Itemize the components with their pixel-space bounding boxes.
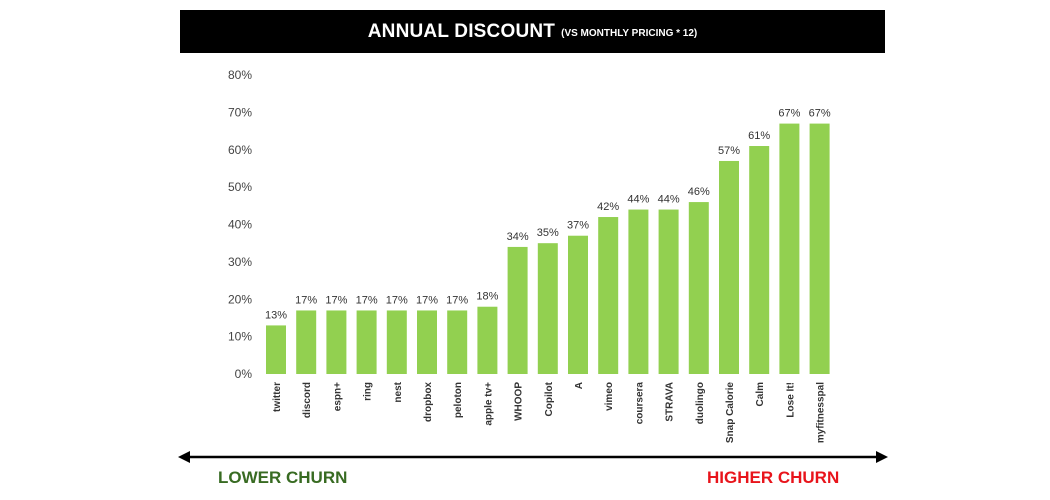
lower-churn-label: LOWER CHURN — [218, 468, 348, 487]
bar — [477, 306, 498, 374]
y-tick-label: 10% — [228, 330, 252, 344]
chart-title-bar: ANNUAL DISCOUNT (VS MONTHLY PRICING * 12… — [180, 10, 885, 53]
y-tick-label: 60% — [228, 143, 252, 157]
category-label: vimeo — [604, 382, 615, 411]
bar — [779, 123, 800, 375]
y-tick-label: 50% — [228, 180, 252, 194]
category-label: espn+ — [332, 382, 343, 411]
arrow-right-head — [876, 451, 888, 463]
bar-value-label: 17% — [446, 294, 468, 306]
bar — [719, 160, 739, 374]
bar-value-label: 44% — [627, 194, 649, 206]
bar — [447, 310, 468, 374]
bar-value-label: 13% — [265, 309, 287, 321]
bar-value-label: 37% — [567, 220, 589, 232]
bar — [598, 217, 619, 374]
bar — [749, 146, 770, 374]
bar-value-label: 34% — [507, 231, 529, 243]
chart-subtitle: (VS MONTHLY PRICING * 12) — [561, 28, 698, 39]
category-label: apple tv+ — [483, 382, 494, 426]
category-label: dropbox — [423, 382, 434, 422]
category-label: Copilot — [544, 381, 555, 416]
category-label: twitter — [272, 382, 283, 412]
chart-title: ANNUAL DISCOUNT — [367, 20, 556, 42]
bar-value-label: 17% — [386, 294, 408, 306]
churn-axis-arrow — [178, 451, 888, 463]
bar-chart: 0% 10% 20% 30% 40% 50% 60% 70% 80% 13% twitter 17% d… — [228, 68, 831, 444]
bar-value-label: 17% — [325, 294, 347, 306]
bar-value-label: 61% — [748, 130, 770, 142]
bar — [356, 310, 377, 374]
bar-value-label: 67% — [809, 108, 831, 120]
bar — [507, 246, 528, 374]
category-label: ring — [363, 382, 374, 401]
category-label: duolingo — [695, 382, 706, 424]
bar — [326, 310, 347, 374]
bar-value-label: 17% — [295, 294, 317, 306]
category-label: Calm — [755, 382, 766, 407]
category-label: Snap Calorie — [725, 382, 736, 444]
y-tick-label: 0% — [235, 367, 253, 381]
category-label: nest — [393, 381, 404, 402]
category-label: STRAVA — [665, 382, 676, 422]
bar-value-label: 44% — [658, 194, 680, 206]
bar — [417, 310, 437, 374]
higher-churn-label: HIGHER CHURN — [707, 468, 840, 487]
y-tick-label: 40% — [228, 218, 252, 232]
category-label: A — [574, 382, 585, 389]
bar — [296, 310, 317, 374]
bar — [658, 209, 679, 374]
bar — [628, 209, 649, 374]
bar — [386, 310, 407, 374]
bar — [688, 202, 709, 374]
y-tick-label: 30% — [228, 255, 252, 269]
bar-value-label: 35% — [537, 227, 559, 239]
bar-value-label: 42% — [597, 201, 619, 213]
bar-value-label: 17% — [416, 294, 438, 306]
bar — [809, 123, 830, 375]
y-tick-label: 80% — [228, 68, 252, 82]
y-tick-label: 70% — [228, 105, 252, 119]
category-label: Lose It! — [785, 382, 796, 418]
category-label: coursera — [634, 382, 645, 425]
bar-value-label: 46% — [688, 186, 710, 198]
bar — [568, 235, 588, 374]
bar-value-label: 17% — [356, 294, 378, 306]
arrow-left-head — [178, 451, 190, 463]
bar-value-label: 18% — [476, 291, 498, 303]
category-label: myfitnesspal — [816, 382, 827, 443]
bar — [266, 325, 286, 374]
bar-value-label: 57% — [718, 145, 740, 157]
category-label: WHOOP — [514, 382, 525, 421]
bar — [537, 243, 558, 374]
bar-value-label: 67% — [778, 108, 800, 120]
category-label: peloton — [453, 382, 464, 418]
category-label: discord — [302, 382, 313, 418]
y-tick-label: 20% — [228, 292, 252, 306]
